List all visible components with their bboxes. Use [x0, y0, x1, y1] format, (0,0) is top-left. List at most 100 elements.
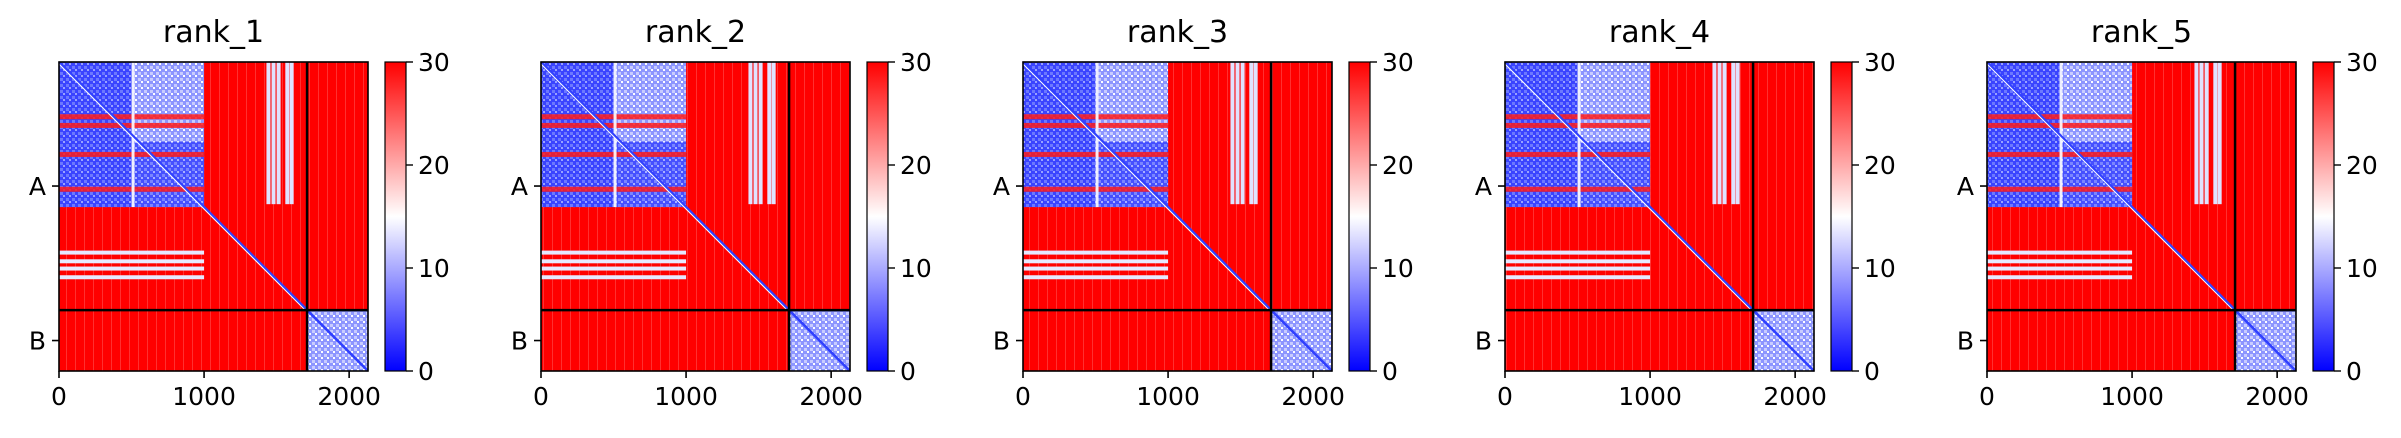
x-tick-label: 1000 — [1618, 382, 1682, 411]
colorbar — [1830, 61, 1853, 372]
heatmap-stripe — [1987, 275, 2133, 280]
heatmap-diagonal — [1504, 61, 1754, 311]
heatmap-stripe — [2194, 62, 2199, 205]
y-tick-label: A — [1957, 172, 1974, 201]
heatmap-diagonal — [58, 61, 308, 311]
heatmap-stripe — [1023, 259, 1169, 264]
heatmap-stripe — [1023, 266, 1169, 271]
heatmap-stripe — [59, 250, 205, 255]
axes-frame — [1986, 61, 2297, 372]
heatmap-stripe — [2199, 62, 2204, 205]
heatmap-stripe — [1731, 62, 1736, 205]
y-tick-label: B — [29, 327, 46, 356]
heatmap-stripe — [1717, 62, 1722, 205]
heatmap-stripe — [753, 62, 758, 205]
colorbar-tick-label: 30 — [900, 48, 932, 77]
colorbar-tick-label: 10 — [1382, 254, 1414, 283]
panel-title: rank_4 — [1609, 15, 1710, 50]
heatmap-stripe — [1505, 250, 1651, 255]
heatmap-stripe — [271, 62, 276, 205]
heatmap-stripe — [59, 266, 205, 271]
y-tick-label: A — [511, 172, 528, 201]
y-tick-label: B — [993, 327, 1010, 356]
colorbar-tick-label: 0 — [900, 357, 916, 386]
x-tick-label: 0 — [1015, 382, 1031, 411]
colorbar-tick-label: 10 — [418, 254, 450, 283]
colorbar — [1348, 61, 1371, 372]
colorbar-tick-label: 30 — [418, 48, 450, 77]
heatmap-stripe — [541, 266, 687, 271]
heatmap-stripe — [1712, 62, 1717, 205]
axes-frame — [1504, 61, 1815, 372]
colorbar-tick-label: 20 — [418, 151, 450, 180]
y-tick-label: B — [1475, 327, 1492, 356]
x-tick-label: 2000 — [2245, 382, 2309, 411]
y-tick-label: B — [511, 327, 528, 356]
heatmap-stripe — [1735, 62, 1740, 205]
heatmap-stripe — [276, 62, 281, 205]
heatmap-stripe — [1722, 62, 1727, 205]
x-tick-label: 1000 — [2100, 382, 2164, 411]
x-tick-label: 1000 — [172, 382, 236, 411]
heatmap-stripe — [1235, 62, 1240, 205]
heatmap-stripe — [2213, 62, 2218, 205]
heatmap-stripe — [767, 62, 772, 205]
colorbar-tick-label: 30 — [2346, 48, 2378, 77]
colorbar-tick-label: 10 — [1864, 254, 1896, 283]
heatmap-stripe — [1249, 62, 1254, 205]
heatmap-stripe — [1230, 62, 1235, 205]
heatmap-stripe — [1240, 62, 1245, 205]
heatmap-diagonal — [540, 63, 788, 311]
heatmap-diagonal — [306, 309, 369, 372]
axes-frame — [58, 61, 369, 372]
heatmap-diagonal — [58, 63, 306, 311]
colorbar-tick-label: 20 — [1864, 151, 1896, 180]
colorbar-tick-label: 0 — [418, 357, 434, 386]
heatmap-diagonal — [1986, 63, 2234, 311]
heatmap-stripe — [2217, 62, 2222, 205]
heatmap-stripe — [1987, 266, 2133, 271]
heatmap-diagonal — [540, 61, 790, 311]
x-tick-label: 0 — [51, 382, 67, 411]
x-tick-label: 0 — [1497, 382, 1513, 411]
heatmap-diagonal — [1022, 61, 1272, 311]
heatmap-stripe — [289, 62, 294, 205]
y-tick-label: B — [1957, 327, 1974, 356]
heatmap-stripe — [1505, 275, 1651, 280]
x-tick-label: 2000 — [317, 382, 381, 411]
heatmap-stripe — [266, 62, 271, 205]
heatmap-diagonal — [788, 309, 851, 372]
x-tick-label: 0 — [1979, 382, 1995, 411]
heatmap-stripe — [1505, 259, 1651, 264]
panel-title: rank_3 — [1127, 15, 1228, 50]
colorbar-tick-label: 30 — [1382, 48, 1414, 77]
colorbar-tick-label: 0 — [1382, 357, 1398, 386]
heatmap-stripe — [59, 259, 205, 264]
axes-frame — [540, 61, 851, 372]
heatmap-diagonal — [1022, 63, 1270, 311]
heatmap-diagonal — [1270, 309, 1333, 372]
colorbar — [384, 61, 407, 372]
y-tick-label: A — [993, 172, 1010, 201]
heatmap-stripe — [541, 259, 687, 264]
colorbar-tick-label: 20 — [900, 151, 932, 180]
heatmap-diagonal — [1504, 63, 1752, 311]
heatmap-stripe — [541, 250, 687, 255]
heatmap-stripe — [771, 62, 776, 205]
heatmap-stripe — [59, 275, 205, 280]
y-tick-label: A — [1475, 172, 1492, 201]
x-tick-label: 2000 — [1763, 382, 1827, 411]
heatmap-stripe — [1987, 250, 2133, 255]
panel-title: rank_1 — [163, 15, 264, 50]
heatmap-stripe — [541, 275, 687, 280]
colorbar-tick-label: 0 — [1864, 357, 1880, 386]
heatmap-diagonal — [2234, 309, 2297, 372]
heatmap-stripe — [2204, 62, 2209, 205]
heatmap-stripe — [1023, 275, 1169, 280]
axes-frame — [1022, 61, 1333, 372]
